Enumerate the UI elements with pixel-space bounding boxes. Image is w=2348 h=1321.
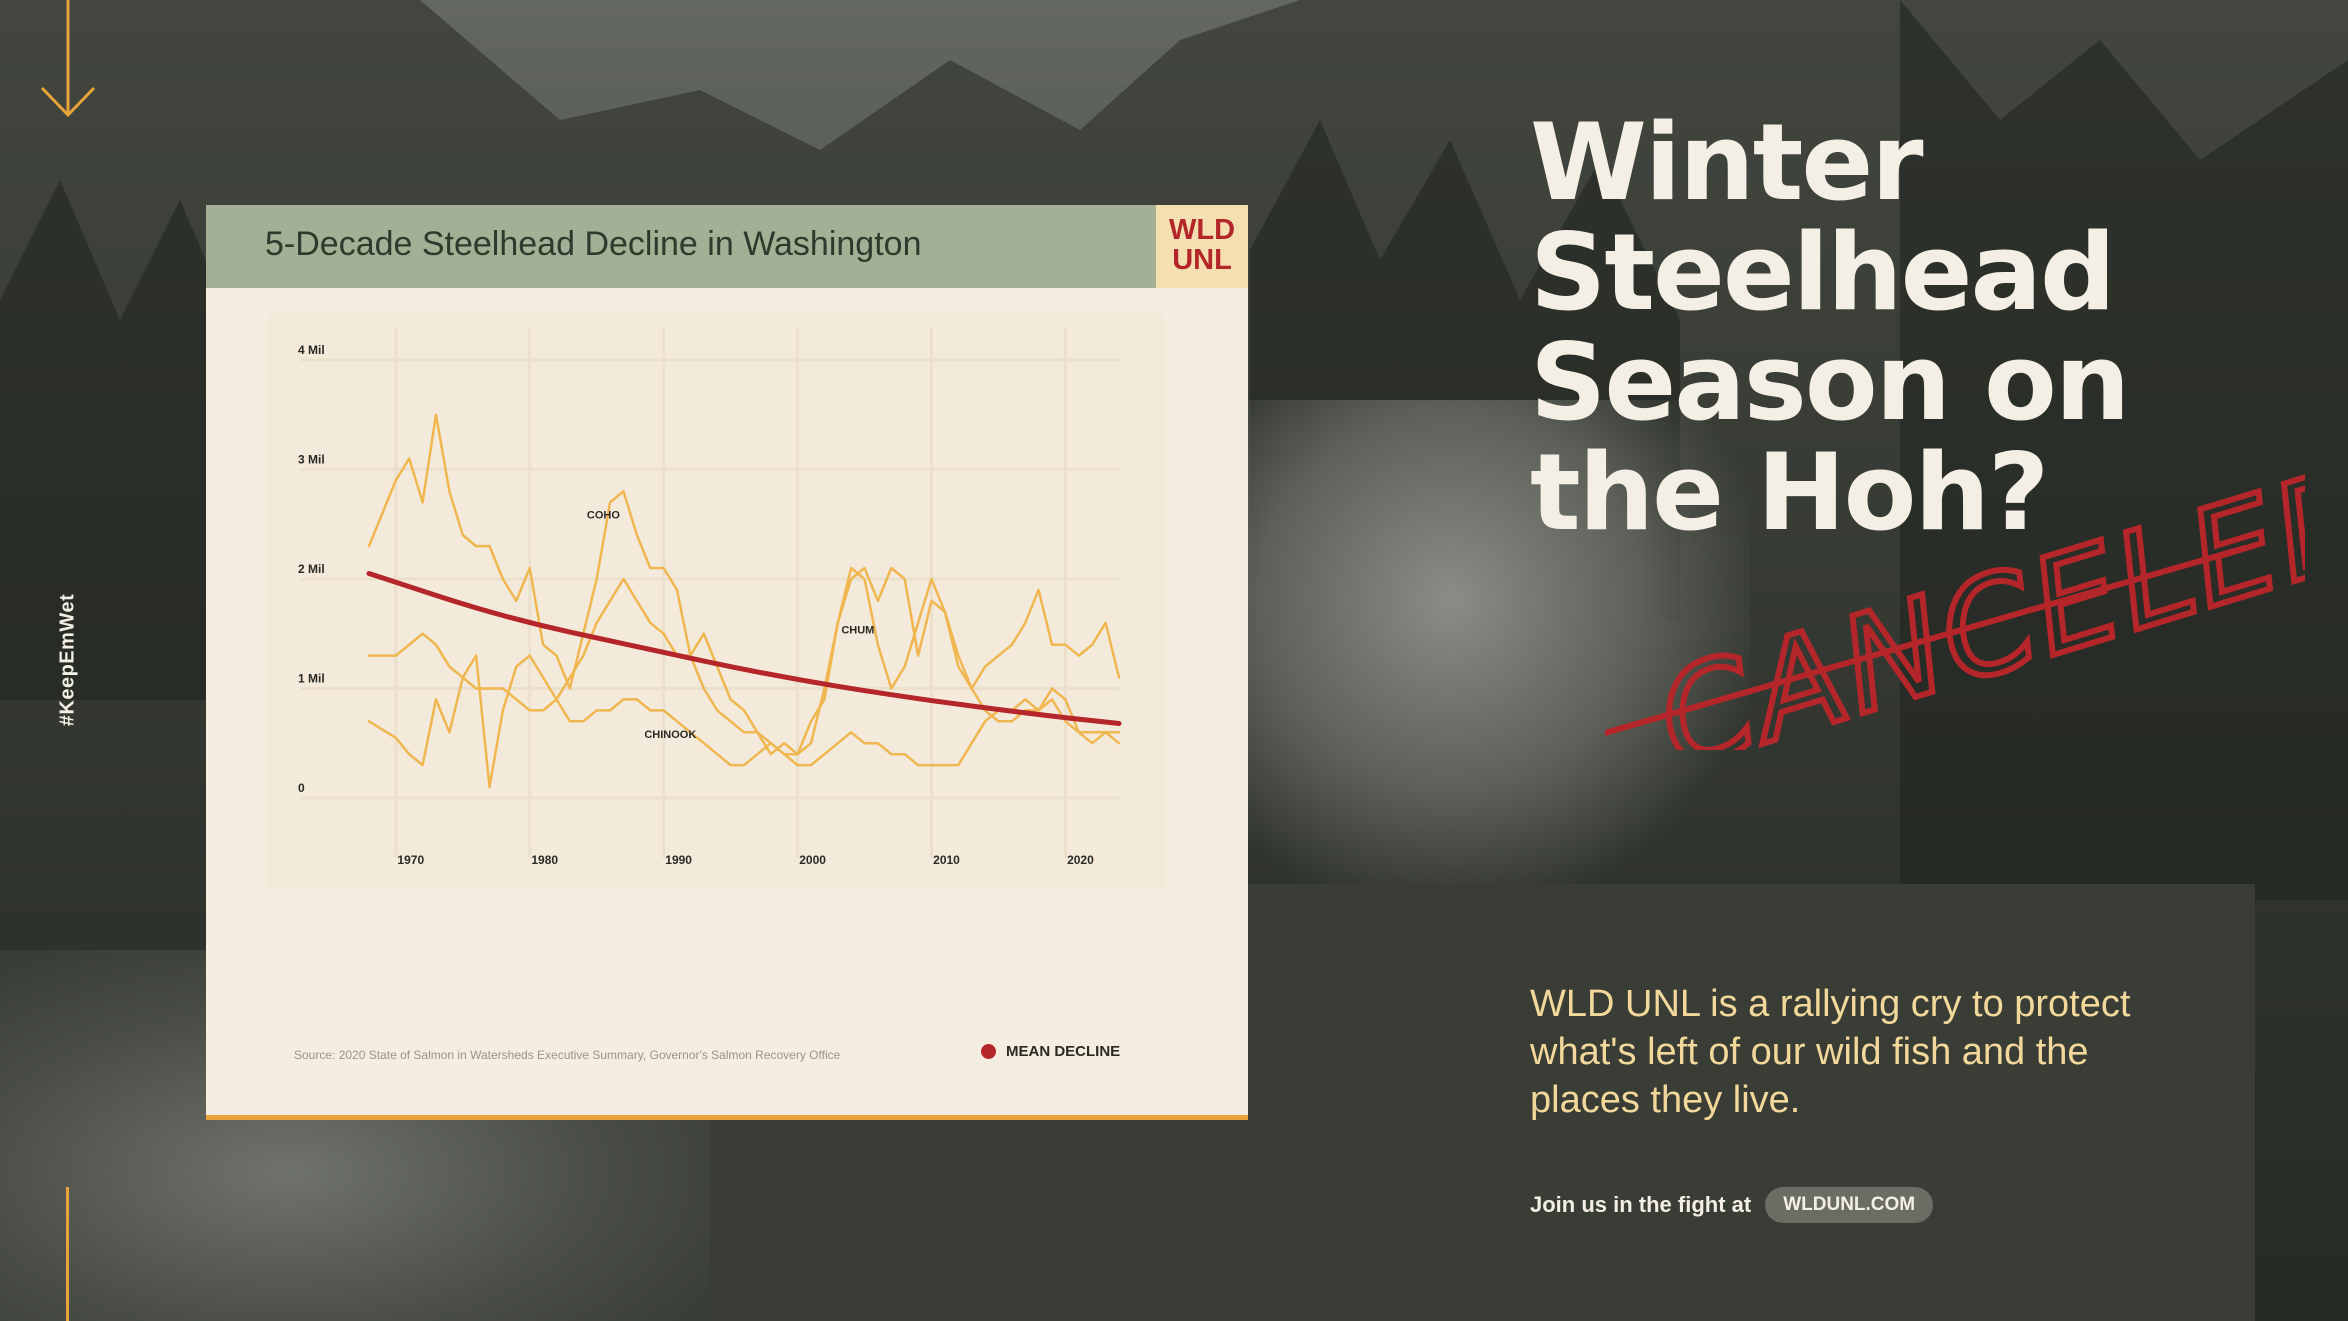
series-line-mean-decline	[366, 570, 1122, 727]
decorative-line	[66, 1187, 69, 1321]
wld-unl-logo: WLD UNL	[1156, 205, 1248, 288]
headline: Winter Steelhead Season on the Hoh?	[1530, 108, 2250, 548]
series-label-chinook: CHINOOK	[644, 729, 696, 741]
tagline: WLD UNL is a rallying cry to protect wha…	[1530, 983, 2131, 1121]
line-chart: 0 1 Mil 2 Mil 3 Mil 4 Mil 1970 1980 1990 2000 201…	[266, 313, 1166, 888]
series-line-chum	[367, 566, 1121, 756]
x-tick-label-4: 2010	[933, 853, 960, 867]
y-tick-label-2: 2 Mil	[298, 562, 325, 576]
chart-legend: MEAN DECLINE	[981, 1043, 1120, 1060]
chart-title: 5-Decade Steelhead Decline in Washington	[265, 225, 922, 263]
x-tick-label-0: 1970	[397, 853, 424, 867]
canceled-underline	[1605, 545, 2248, 736]
headline-line-1: Winter	[1530, 101, 1924, 224]
headline-line-4: the Hoh?	[1530, 431, 2049, 554]
headline-line-3: Season on	[1530, 321, 2130, 444]
chart-card: 5-Decade Steelhead Decline in Washington…	[206, 205, 1248, 1120]
arrow-down-icon	[40, 0, 96, 118]
x-tick-label-5: 2020	[1067, 853, 1094, 867]
y-tick-label-3: 3 Mil	[298, 452, 325, 466]
logo-line-1: WLD	[1168, 214, 1236, 246]
logo-text: WLD UNL	[1156, 215, 1248, 275]
logo-line-2: UNL	[1172, 244, 1232, 276]
plot-area	[266, 313, 1166, 888]
source-note: Source: 2020 State of Salmon in Watershe…	[294, 1048, 841, 1062]
river-highlight	[1150, 400, 1750, 900]
hashtag: #KeepEmWet	[56, 593, 79, 727]
y-tick-label-4: 4 Mil	[298, 343, 325, 357]
x-tick-label-3: 2000	[799, 853, 826, 867]
canceled-text: CANCELED.	[1641, 460, 2305, 750]
legend-label: MEAN DECLINE	[1006, 1043, 1121, 1060]
x-tick-label-2: 1990	[665, 853, 692, 867]
legend-marker	[981, 1044, 996, 1059]
series-label-coho: COHO	[587, 510, 620, 522]
series-label-chum: CHUM	[841, 625, 874, 637]
join-text: Join us in the fight at	[1530, 1192, 1752, 1217]
chart-header: 5-Decade Steelhead Decline in Washington	[206, 205, 1156, 288]
call-to-action: Join us in the fight at WLDUNL.COM	[1530, 1187, 1934, 1223]
x-tick-label-1: 1980	[531, 853, 558, 867]
headline-line-2: Steelhead	[1530, 211, 2116, 334]
canceled-stamp: CANCELED.	[1605, 460, 2305, 750]
y-tick-label-1: 1 Mil	[298, 671, 325, 685]
website-link[interactable]: WLDUNL.COM	[1765, 1187, 1934, 1223]
series-line-chinook	[367, 654, 1121, 789]
series-line-coho	[367, 413, 1121, 756]
y-tick-label-0: 0	[298, 781, 305, 795]
